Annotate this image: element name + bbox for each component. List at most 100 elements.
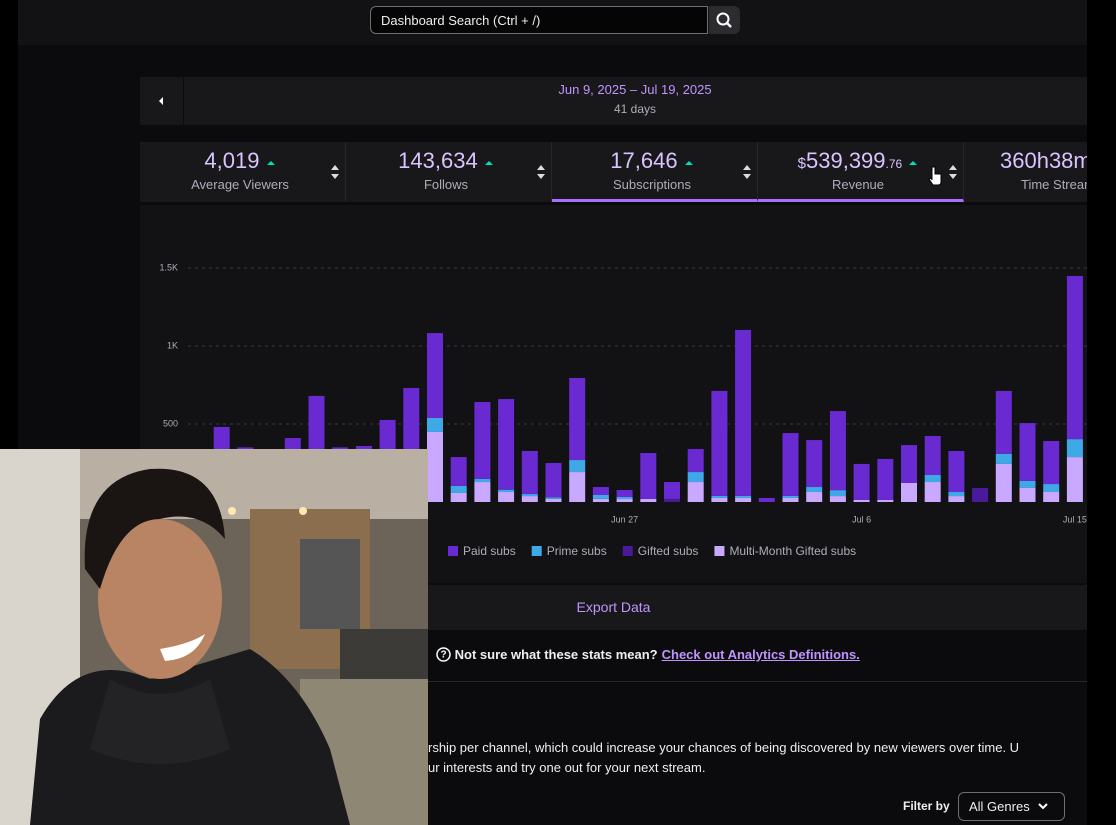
bar-segment <box>474 402 491 479</box>
stat-tiles: 4,019 Average Viewers 143,634 Follows 17… <box>140 142 1087 202</box>
legend-swatch <box>448 546 458 556</box>
x-tick-label: Jul 6 <box>852 514 871 524</box>
bar-segment <box>948 450 965 493</box>
stat-number: 17,646 <box>610 148 678 173</box>
stat-value: 360h38m <box>1000 148 1087 174</box>
bar-segment <box>853 463 870 500</box>
bar-segment <box>829 411 846 491</box>
stat-number: 4,019 <box>204 148 260 173</box>
bar-segment <box>687 448 704 473</box>
bar-segment <box>450 457 467 486</box>
sort-icon[interactable] <box>536 164 546 180</box>
bar-segment <box>640 453 657 499</box>
bar-segment <box>616 499 633 502</box>
legend-swatch <box>531 546 542 556</box>
webcam-overlay <box>0 449 428 825</box>
bar-segment <box>1019 487 1036 502</box>
legend-label: Prime subs <box>547 544 607 558</box>
bar-segment <box>995 390 1012 454</box>
bar-segment <box>1066 275 1083 440</box>
stat-label: Revenue <box>831 177 885 192</box>
bar-segment <box>829 496 846 502</box>
bar-segment <box>924 436 941 476</box>
bar-segment <box>877 499 894 502</box>
bar-segment <box>545 498 562 502</box>
bar-segment <box>664 498 680 502</box>
x-tick-label: Jun 27 <box>611 514 638 524</box>
currency: $ <box>797 155 806 172</box>
bar-segment <box>924 475 941 483</box>
bar-segment <box>498 399 515 490</box>
sort-icon[interactable] <box>948 164 958 180</box>
bar-segment <box>1019 480 1036 488</box>
webcam-scene <box>0 449 428 825</box>
bar-segment <box>616 497 633 500</box>
bar-segment <box>1066 439 1083 458</box>
cents: .76 <box>885 157 903 171</box>
sort-icon[interactable] <box>742 164 752 180</box>
bar-segment <box>592 498 609 502</box>
stat-label: Subscriptions <box>612 177 692 192</box>
bar-segment <box>806 440 823 488</box>
bar-segment <box>711 390 728 496</box>
bar-segment <box>711 497 728 502</box>
bar-segment <box>735 329 752 496</box>
bar-segment <box>427 333 443 418</box>
y-tick-label: 1K <box>167 340 178 350</box>
legend-swatch <box>622 546 633 556</box>
stat-tile[interactable]: 143,634 Follows <box>346 142 552 202</box>
bar-segment <box>498 492 515 502</box>
bar-segment <box>782 495 799 498</box>
divider <box>428 681 1087 682</box>
genre-dropdown[interactable]: All Genres <box>958 792 1065 821</box>
bar-segment <box>474 482 491 502</box>
sort-icon[interactable] <box>330 164 340 180</box>
dropdown-value: All Genres <box>969 799 1030 814</box>
stat-tile[interactable]: 4,019 Average Viewers <box>140 142 346 202</box>
up-arrow <box>909 161 918 165</box>
stat-tile[interactable]: $539,399.76 Revenue <box>758 142 964 202</box>
search-button[interactable] <box>709 6 740 34</box>
bar-segment <box>735 497 752 502</box>
up-arrow <box>266 161 275 165</box>
bar-segment <box>592 487 609 495</box>
bar-segment <box>474 478 491 483</box>
stat-value: 143,634 <box>346 148 546 174</box>
bar-segment <box>924 482 941 502</box>
stat-value: 17,646 <box>552 148 752 174</box>
bar-segment <box>616 489 633 498</box>
bar-segment <box>569 460 586 473</box>
help-question: Not sure what these stats mean? <box>454 647 658 662</box>
date-range: Jun 9, 2025 – Jul 19, 2025 <box>558 82 712 97</box>
bar-segment <box>711 495 728 498</box>
stat-number: 539,399 <box>806 148 886 173</box>
bar-segment <box>521 450 538 495</box>
bar-segment <box>782 497 799 502</box>
bar-segment <box>640 498 657 502</box>
help-link[interactable]: Check out Analytics Definitions. <box>661 647 860 662</box>
stat-tile[interactable]: 360h38m Time Streamed <box>964 142 1087 202</box>
bar-segment <box>1043 441 1060 485</box>
x-tick-label: Jul 15 <box>1063 514 1087 524</box>
bar-segment <box>972 487 989 502</box>
bar-segment <box>782 433 799 496</box>
y-tick-label: 1.5K <box>159 262 178 272</box>
bar-segment <box>427 417 443 432</box>
svg-text:?: ? <box>440 650 446 661</box>
bar-segment <box>948 496 965 502</box>
prev-range-button[interactable] <box>140 77 184 125</box>
search-input[interactable]: Dashboard Search (Ctrl + /) <box>370 6 708 34</box>
bar-segment <box>901 482 917 502</box>
bar-segment <box>877 458 894 500</box>
cursor-hand <box>928 166 942 186</box>
bar-segment <box>521 496 538 502</box>
stat-tile[interactable]: 17,646 Subscriptions <box>552 142 758 202</box>
bar-segment <box>450 492 467 502</box>
up-arrow <box>684 161 693 165</box>
bar-segment <box>545 463 562 498</box>
chevron-down <box>1038 803 1049 810</box>
date-days: 41 days <box>613 102 657 116</box>
bar-segment <box>806 492 823 502</box>
bar-segment <box>735 495 752 498</box>
